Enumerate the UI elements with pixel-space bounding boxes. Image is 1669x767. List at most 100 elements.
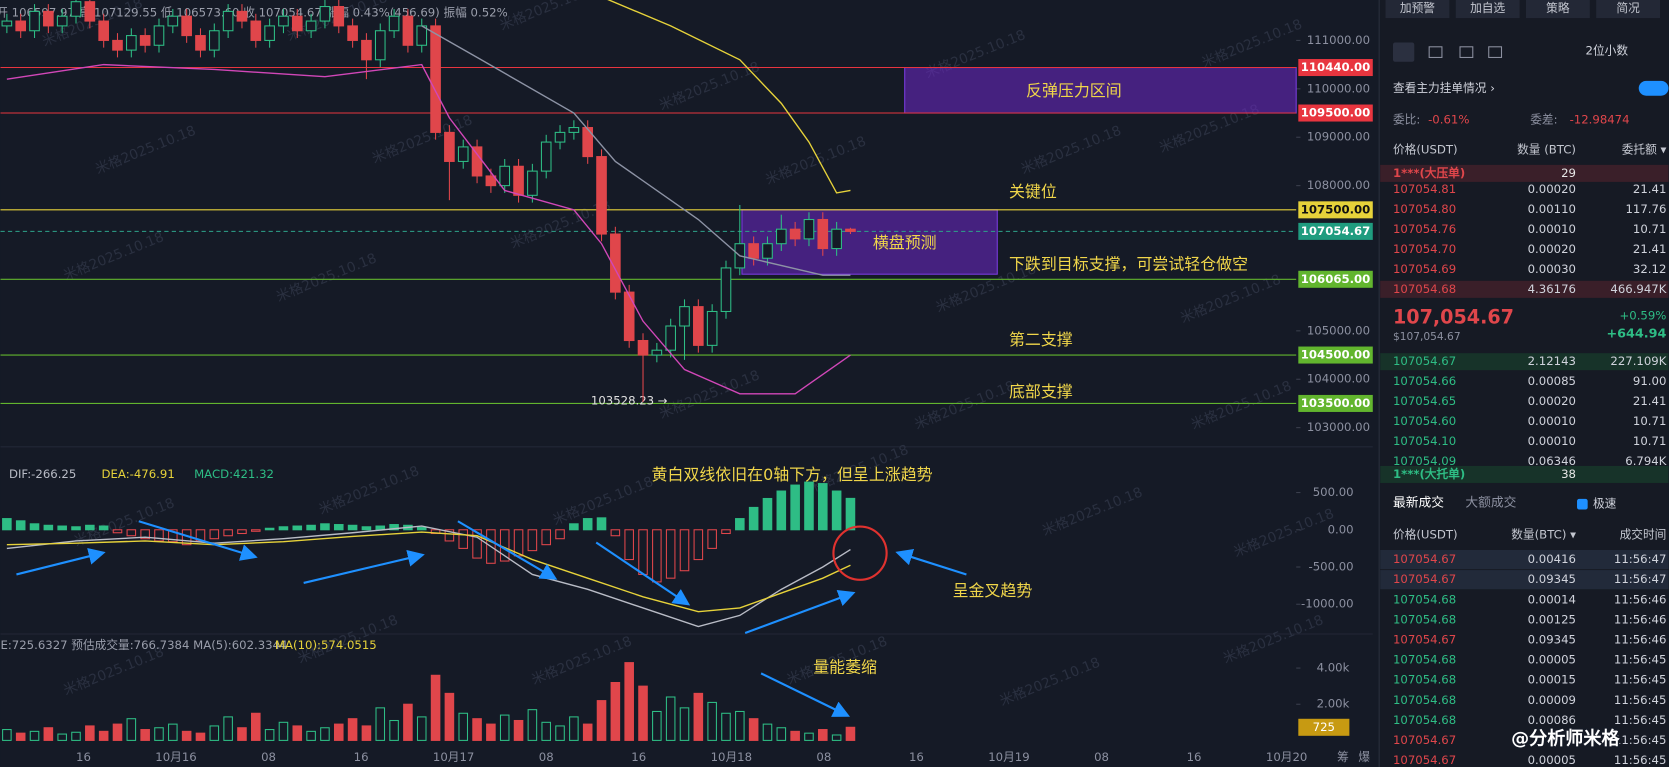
- x-tick-label: 16: [909, 750, 924, 764]
- trade-tab[interactable]: 大额成交: [1465, 495, 1516, 511]
- button[interactable]: [1385, 0, 1450, 19]
- column-header: 数量(BTC) ▾: [1511, 528, 1576, 542]
- highlight-circle: [832, 525, 888, 581]
- book-amount: 227.109K: [1610, 354, 1666, 368]
- ma-line: [607, 0, 851, 194]
- volume-bar: [762, 723, 773, 741]
- x-tick-label: 08: [539, 750, 554, 764]
- trade-price: 107054.68: [1393, 653, 1456, 667]
- trade-price: 107054.67: [1393, 552, 1456, 566]
- candle-body: [208, 30, 220, 51]
- macd-bar: [707, 529, 717, 549]
- macd-bar: [444, 529, 455, 542]
- trade-time: 11:56:45: [1614, 653, 1667, 667]
- trade-price: 107054.67: [1393, 733, 1456, 747]
- book-qty: 0.00020: [1528, 394, 1576, 408]
- trade-tab[interactable]: 最新成交: [1393, 495, 1444, 511]
- volume-bar: [112, 723, 123, 741]
- button[interactable]: [1525, 0, 1590, 19]
- arrow: [457, 520, 558, 580]
- level-label: 106065.00: [1301, 272, 1371, 286]
- volume-bar: [610, 682, 621, 741]
- trade-qty: 0.09345: [1528, 632, 1576, 646]
- candle-body: [333, 6, 345, 27]
- tool: 筹: [1337, 750, 1349, 764]
- book-amount: 6.794K: [1625, 454, 1666, 468]
- level-badge: [1298, 59, 1373, 77]
- arrow: [895, 548, 967, 576]
- candle-body: [347, 25, 358, 41]
- macd-bar: [223, 529, 233, 537]
- volume-bar: [375, 707, 386, 741]
- macd-bar: [140, 529, 150, 540]
- low-label: 103528.23 →: [591, 394, 668, 408]
- trade-qty: 0.00086: [1528, 713, 1576, 727]
- volume-bar: [168, 723, 178, 741]
- macd-bar: [831, 490, 842, 531]
- annotation: 量能萎缩: [813, 658, 877, 677]
- volume-bar: [98, 730, 109, 741]
- macd-bar: [569, 523, 579, 531]
- last-price: 107,054.67: [1393, 306, 1514, 329]
- candle-body: [845, 228, 856, 232]
- volume-bar: [237, 727, 247, 741]
- tool: 爆: [1358, 750, 1370, 764]
- volume-bar: [181, 730, 192, 741]
- macd-bar: [126, 529, 137, 537]
- toggle[interactable]: [1638, 80, 1669, 96]
- macd-bar: [596, 517, 607, 531]
- trade-qty: 0.00015: [1528, 673, 1576, 687]
- volume-bar: [472, 718, 482, 741]
- tab-icon: [1459, 46, 1474, 58]
- volume-bar: [126, 718, 137, 741]
- arrow: [303, 549, 425, 584]
- macd-bar: [762, 497, 773, 531]
- macd-bar: [652, 529, 662, 583]
- candle-body: [305, 20, 317, 32]
- arrow: [595, 541, 691, 606]
- trade-time: 11:56:45: [1614, 673, 1667, 687]
- book-qty: 4.36176: [1528, 282, 1576, 296]
- macd-bar: [735, 518, 745, 531]
- button[interactable]: [1455, 0, 1520, 19]
- column-header: 价格(USDT): [1393, 528, 1458, 542]
- candle-body: [430, 25, 441, 133]
- book-amount: 91.00: [1633, 374, 1666, 388]
- volume-bar: [707, 701, 717, 741]
- row-highlight: [1380, 549, 1669, 570]
- volume-bar: [389, 719, 399, 741]
- volume-bar: [748, 718, 759, 741]
- candle-body: [568, 127, 580, 133]
- volume-badge: [1298, 718, 1350, 736]
- candle-body: [637, 339, 649, 356]
- level-label: 104500.00: [1301, 348, 1371, 362]
- trade-time: 11:56:47: [1614, 552, 1667, 566]
- candle-body: [222, 10, 234, 32]
- book-amount: 10.71: [1633, 434, 1666, 448]
- x-tick-label: 10月20: [1266, 750, 1307, 764]
- candle-body: [374, 30, 386, 61]
- book-price: 107054.70: [1393, 242, 1456, 256]
- volume-bar: [693, 692, 704, 741]
- decimals: 2位小数: [1586, 44, 1629, 58]
- volume-bar: [569, 716, 579, 741]
- row-highlight: [1380, 570, 1669, 590]
- current-label: 107054.67: [1301, 224, 1371, 238]
- volume-bar: [541, 721, 551, 741]
- volume-bar: [140, 729, 150, 741]
- macd-bar: [278, 526, 289, 531]
- candle-body: [236, 10, 248, 22]
- candle-body: [291, 15, 303, 32]
- book-qty: 2.12143: [1528, 354, 1576, 368]
- y-tick-label: 4.00k: [1317, 661, 1350, 675]
- candle-body: [112, 39, 123, 51]
- macd-bar: [333, 524, 344, 531]
- book-amount: 21.41: [1633, 394, 1666, 408]
- button[interactable]: [1596, 0, 1661, 19]
- checkbox[interactable]: [1577, 498, 1588, 510]
- book-amount: 117.76: [1625, 202, 1666, 216]
- macd-bar: [168, 529, 178, 543]
- volume-bar: [403, 703, 413, 741]
- book-price: 107054.69: [1393, 262, 1456, 276]
